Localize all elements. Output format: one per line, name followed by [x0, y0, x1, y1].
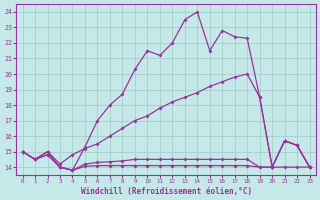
X-axis label: Windchill (Refroidissement éolien,°C): Windchill (Refroidissement éolien,°C) [81, 187, 252, 196]
